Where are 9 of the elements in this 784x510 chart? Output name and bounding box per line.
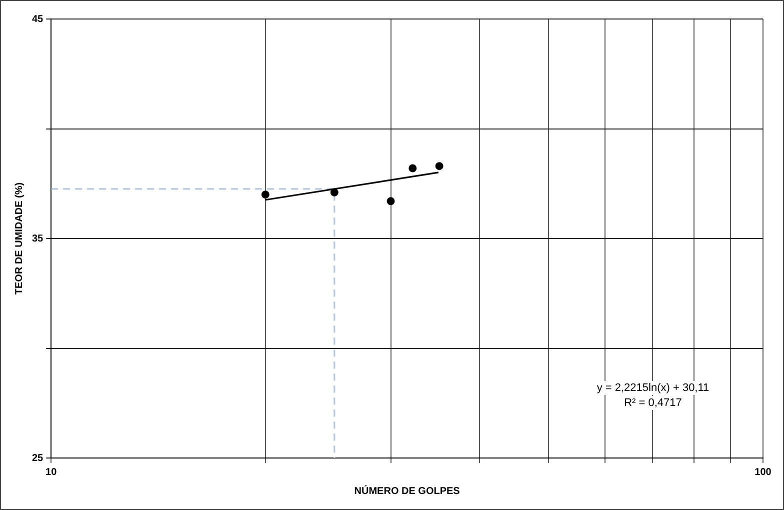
y-tick-label: 45 bbox=[32, 14, 44, 25]
x-tick-label: 10 bbox=[46, 466, 58, 478]
x-axis-title: NÚMERO DE GOLPES bbox=[354, 484, 460, 497]
annotation: R² = 0,4717 bbox=[624, 397, 682, 410]
y-tick-label: 35 bbox=[32, 233, 44, 244]
y-tick-label: 25 bbox=[32, 452, 44, 464]
y-axis-title: TEOR DE UMIDADE (%) bbox=[14, 182, 25, 295]
x-tick-label: 100 bbox=[754, 466, 772, 478]
annotation: y = 2,2215ln(x) + 30,11 bbox=[596, 382, 710, 394]
